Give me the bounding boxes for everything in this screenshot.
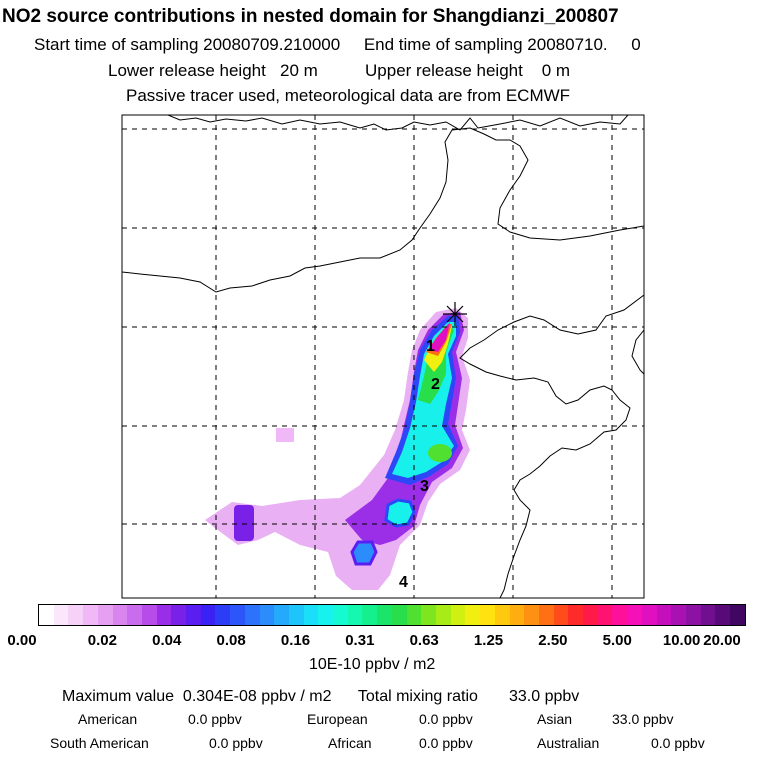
- colorbar-segment: [83, 605, 98, 625]
- map-boundaries: [122, 115, 644, 598]
- trajectory-labels: 1 2 3 4: [399, 338, 440, 591]
- colorbar-segment: [450, 605, 466, 625]
- tracer-info-line: Passive tracer used, meteorological data…: [126, 86, 571, 105]
- american-value: 0.0 ppbv: [188, 711, 242, 727]
- colorbar-segment: [568, 605, 584, 625]
- colorbar-segment: [68, 605, 84, 625]
- plume-green-spot: [428, 444, 452, 462]
- colorbar-segment: [391, 605, 407, 625]
- colorbar-segment: [362, 605, 378, 625]
- release-height-line: Lower release height 20 m Upper release …: [108, 61, 571, 80]
- australian-value: 0.0 ppbv: [651, 735, 705, 751]
- american-label: American: [78, 711, 138, 727]
- colorbar-tick-label: 0.16: [280, 632, 311, 649]
- colorbar-units: 10E-10 ppbv / m2: [309, 656, 436, 673]
- colorbar-segment: [627, 605, 642, 625]
- european-label: European: [307, 711, 368, 727]
- colorbar-segment: [538, 605, 554, 625]
- colorbar-tick-label: 2.50: [538, 632, 568, 649]
- colorbar-segment: [612, 605, 628, 625]
- colorbar-segment: [494, 605, 510, 625]
- colorbar-segment: [406, 605, 422, 625]
- colorbar-segment: [318, 605, 334, 625]
- colorbar-segment: [524, 605, 539, 625]
- colorbar-segment: [700, 605, 716, 625]
- colorbar-segment: [583, 605, 598, 625]
- south-american-label: South American: [50, 735, 149, 751]
- colorbar-segment: [112, 605, 128, 625]
- colorbar-segment: [303, 605, 319, 625]
- colorbar-tick-label: 5.00: [602, 632, 632, 649]
- colorbar-tick-label: 0.08: [216, 632, 246, 649]
- colorbar-segment: [230, 605, 245, 625]
- colorbar-segment: [141, 605, 157, 625]
- colorbar-segment: [597, 605, 613, 625]
- colorbar-segment: [288, 605, 304, 625]
- colorbar-segment: [333, 605, 348, 625]
- colorbar-segment: [200, 605, 216, 625]
- colorbar-segment: [274, 605, 289, 625]
- plume-contours: [205, 308, 470, 590]
- map-panel: 1 2 3 4: [121, 114, 645, 599]
- colorbar-segment: [715, 605, 731, 625]
- colorbar: [38, 604, 746, 626]
- border-mongolia: [122, 127, 644, 293]
- asian-label: Asian: [537, 711, 573, 727]
- colorbar-segment: [53, 605, 69, 625]
- african-label: African: [328, 735, 372, 751]
- colorbar-tick-label: 20.00: [703, 632, 741, 649]
- label-1: 1: [426, 338, 435, 355]
- max-value-line: Maximum value 0.304E-08 ppbv / m2 Total …: [62, 688, 580, 705]
- plume-purple-patch: [234, 505, 254, 541]
- page-title: NO2 source contributions in nested domai…: [2, 6, 619, 27]
- plume-blue-spot: [350, 540, 378, 566]
- colorbar-segment: [465, 605, 481, 625]
- colorbar-tick-label: 1.25: [473, 632, 504, 649]
- colorbar-segment: [509, 605, 525, 625]
- colorbar-segment: [171, 605, 187, 625]
- colorbar-segment: [215, 605, 231, 625]
- colorbar-segment: [671, 605, 686, 625]
- colorbar-segment: [553, 605, 569, 625]
- label-4: 4: [399, 574, 408, 591]
- colorbar-segment: [480, 605, 495, 625]
- sampling-time-line: Start time of sampling 20080709.210000 E…: [34, 35, 641, 54]
- colorbar-tick-label: 0.04: [152, 632, 182, 649]
- colorbar-segment: [259, 605, 275, 625]
- colorbar-segment: [347, 605, 363, 625]
- australian-label: Australian: [537, 735, 600, 751]
- colorbar-segment: [97, 605, 113, 625]
- label-3: 3: [420, 478, 429, 495]
- colorbar-segment: [377, 605, 392, 625]
- colorbar-tick-label: 0.63: [409, 632, 439, 649]
- south-american-value: 0.0 ppbv: [209, 735, 263, 751]
- coastline-east: [459, 294, 644, 598]
- colorbar-segment: [186, 605, 201, 625]
- colorbar-segment: [421, 605, 436, 625]
- colorbar-tick-label: 10.00: [662, 632, 701, 649]
- coastline-north-east: [631, 329, 644, 375]
- label-2: 2: [431, 376, 440, 393]
- colorbar-segment: [156, 605, 172, 625]
- plume-light-patch: [276, 428, 294, 442]
- plume-magenta-region: [428, 322, 450, 352]
- asian-value: 33.0 ppbv: [612, 711, 674, 727]
- star-cross-icon: [443, 302, 467, 326]
- map-frame: [121, 114, 645, 599]
- border-north: [167, 115, 629, 131]
- colorbar-tick-label: 0.02: [87, 632, 117, 649]
- colorbar-segment: [39, 605, 54, 625]
- colorbar-segment: [730, 605, 745, 625]
- african-value: 0.0 ppbv: [419, 735, 473, 751]
- colorbar-segment: [656, 605, 672, 625]
- colorbar-segment: [435, 605, 451, 625]
- colorbar-tick-label: 0.00: [7, 632, 37, 649]
- colorbar-segment: [244, 605, 260, 625]
- colorbar-segment: [641, 605, 657, 625]
- colorbar-segment: [685, 605, 701, 625]
- european-value: 0.0 ppbv: [419, 711, 473, 727]
- plume-cyan-spot: [384, 498, 416, 528]
- colorbar-tick-label: 0.31: [345, 632, 375, 649]
- colorbar-segment: [127, 605, 142, 625]
